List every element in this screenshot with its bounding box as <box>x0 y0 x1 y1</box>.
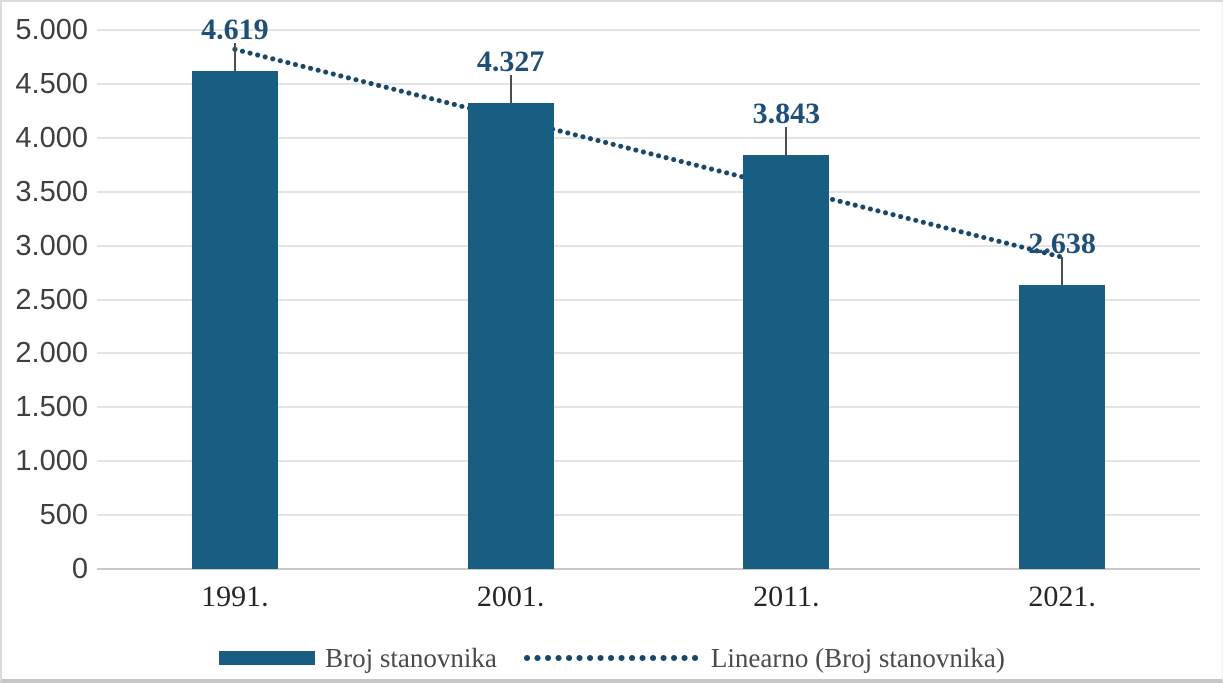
gridline <box>97 406 1200 409</box>
bar-2011 <box>743 154 830 569</box>
gridline <box>97 29 1200 31</box>
y-axis-tick-label: 1.000 <box>15 445 88 478</box>
bar-2021 <box>1019 284 1106 569</box>
bar-1991 <box>191 71 278 569</box>
legend-label-linearno: Linearno (Broj stanovnika) <box>710 642 1005 673</box>
data-label-leader-line <box>233 43 236 72</box>
data-label-leader-line <box>785 126 788 155</box>
gridline <box>97 460 1200 463</box>
data-label-leader-line <box>1061 256 1064 285</box>
y-axis-tick-label: 0 <box>71 553 88 585</box>
y-axis-tick-label: 1.500 <box>15 391 88 424</box>
data-label: 3.843 <box>752 96 821 130</box>
bar-2001 <box>467 102 554 569</box>
x-axis-baseline <box>97 568 1200 570</box>
y-axis-tick-label: 4.000 <box>15 121 88 154</box>
legend: Broj stanovnika Linearno (Broj stanovnik… <box>2 642 1222 674</box>
y-axis-tick-label: 2.500 <box>15 283 88 316</box>
gridline <box>97 298 1200 301</box>
legend-label-broj-stanovnika: Broj stanovnika <box>325 642 497 673</box>
gridline <box>97 136 1200 139</box>
legend-dotted-line-swatch <box>523 655 700 661</box>
gridline <box>97 82 1200 85</box>
gridline <box>97 514 1200 517</box>
y-axis-tick-label: 3.500 <box>15 175 88 208</box>
data-label: 4.619 <box>201 13 269 47</box>
data-label: 2.638 <box>1028 226 1096 260</box>
x-axis-category-label: 2001. <box>476 580 545 613</box>
gridline <box>97 352 1200 355</box>
y-axis-tick-label: 500 <box>39 499 88 532</box>
gridline <box>97 244 1200 247</box>
legend-bar-swatch <box>219 651 316 665</box>
gridline <box>97 190 1200 193</box>
x-axis-category-label: 2011. <box>753 580 820 613</box>
y-axis-tick-label: 4.500 <box>15 67 88 100</box>
data-label: 4.327 <box>476 44 545 78</box>
y-axis-tick-label: 3.000 <box>15 229 88 262</box>
y-axis-tick-label: 5.000 <box>15 14 88 46</box>
y-axis-tick-label: 2.000 <box>15 337 88 370</box>
x-axis-category-label: 1991. <box>201 580 269 613</box>
x-axis-category-label: 2021. <box>1028 580 1096 613</box>
data-label-leader-line <box>509 74 512 103</box>
